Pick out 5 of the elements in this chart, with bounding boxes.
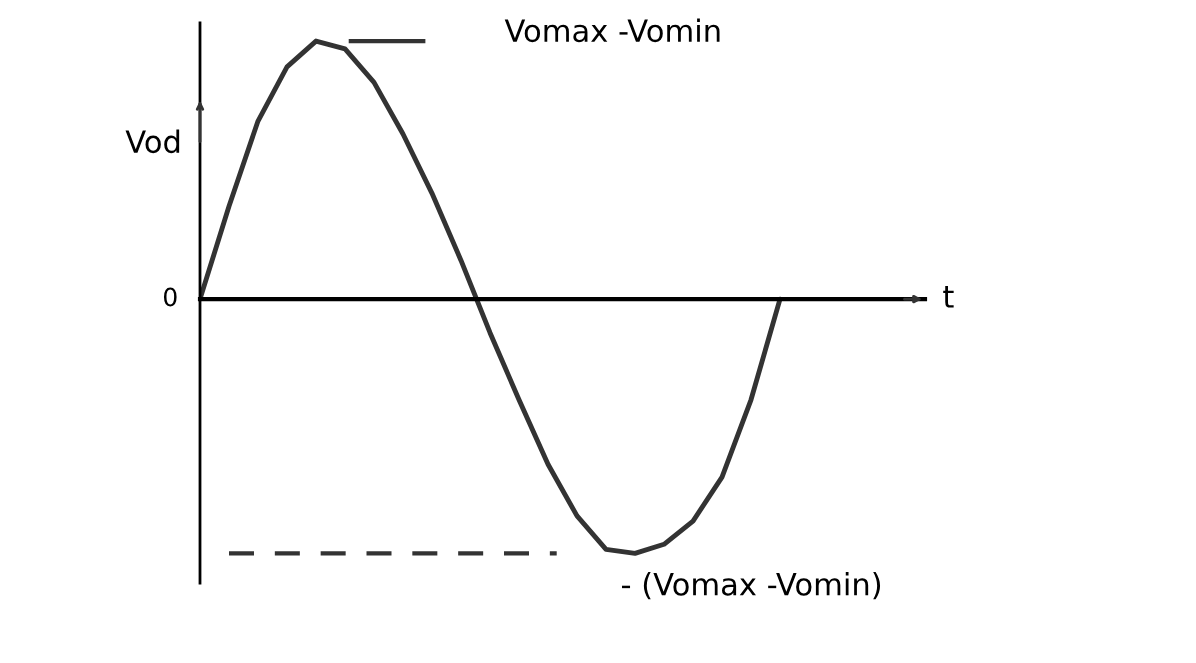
ref-line-label: - (Vomax -Vomin) <box>621 572 881 600</box>
x-axis-title: t <box>943 286 954 308</box>
ref-line-label: Vomax -Vomin <box>504 18 720 43</box>
text: 0 <box>163 287 177 307</box>
y-axis-title: Vod <box>125 129 180 154</box>
